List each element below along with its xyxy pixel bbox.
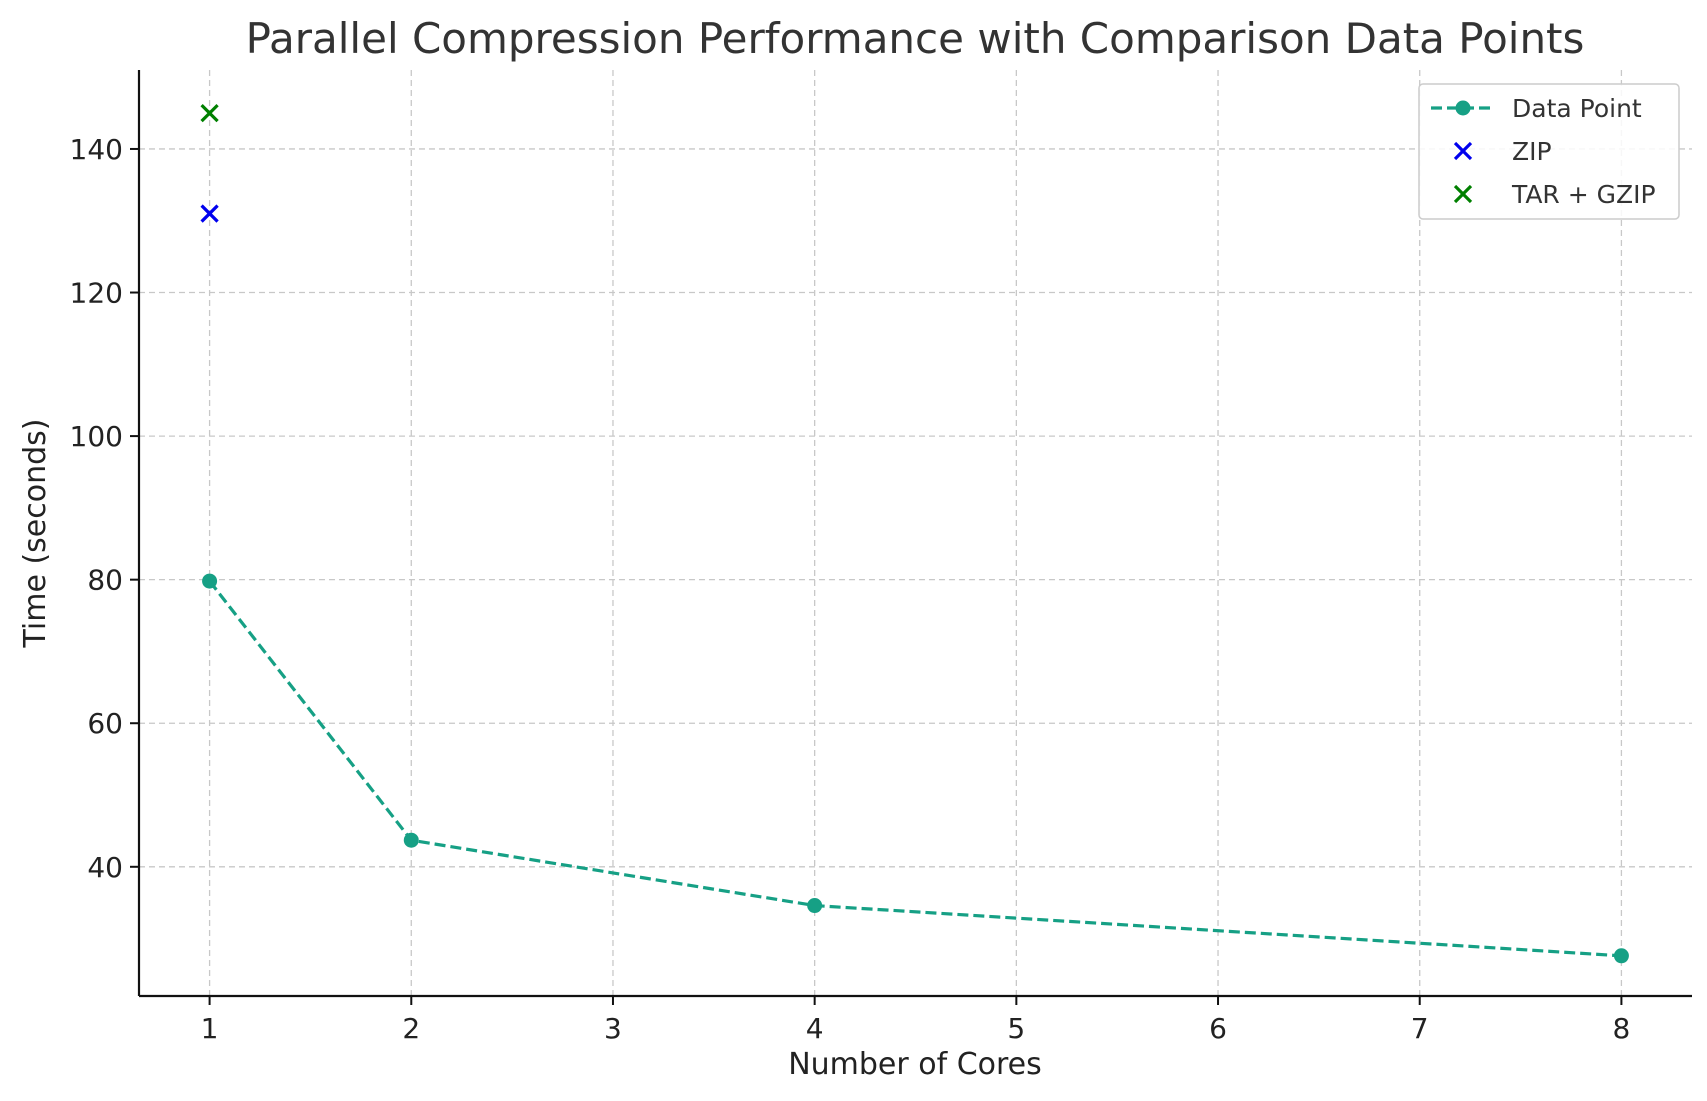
- data-point: [807, 898, 823, 914]
- y-axis-label: Time (seconds): [18, 419, 53, 649]
- x-axis-label: Number of Cores: [788, 1047, 1042, 1082]
- x-tick-label: 1: [201, 1012, 219, 1045]
- x-tick-label: 5: [1007, 1012, 1025, 1045]
- legend: Data Point ZIP TAR + GZIP: [1418, 83, 1680, 220]
- data-point: [1613, 948, 1629, 964]
- y-tick-label: 120: [70, 277, 123, 310]
- legend-label: Data Point: [1512, 94, 1642, 123]
- y-tick-label: 140: [70, 133, 123, 166]
- legend-item: ZIP: [1453, 137, 1552, 166]
- x-tick-label: 4: [806, 1012, 824, 1045]
- data-point-x: [200, 204, 219, 223]
- legend-item: Data Point: [1431, 94, 1642, 123]
- x-tick-label: 7: [1411, 1012, 1429, 1045]
- x-tick-label: 3: [604, 1012, 622, 1045]
- x-tick-label: 6: [1209, 1012, 1227, 1045]
- legend-marker: [1455, 100, 1471, 116]
- y-tick-label: 40: [87, 851, 123, 884]
- series-2: [200, 103, 219, 123]
- x-tick-label: 8: [1612, 1012, 1630, 1045]
- series-line: [208, 580, 1622, 958]
- x-tick-label: 2: [402, 1012, 420, 1045]
- series-1: [200, 204, 219, 223]
- legend-marker: [1453, 184, 1473, 204]
- data-point-x: [200, 103, 219, 123]
- y-tick-label: 100: [70, 420, 123, 453]
- chart-title: Parallel Compression Performance with Co…: [246, 14, 1585, 63]
- legend-box: [1418, 83, 1680, 220]
- data-point: [202, 573, 218, 589]
- data-point: [403, 832, 419, 848]
- legend-label: TAR + GZIP: [1511, 180, 1656, 209]
- axis-layer: 1 2 3 4 5 6 7 8 40 60 80 100 120 140: [70, 70, 1692, 1045]
- y-tick-label: 60: [87, 707, 123, 740]
- legend-label: ZIP: [1512, 137, 1552, 166]
- series-0: [202, 573, 1629, 964]
- y-tick-label: 80: [87, 564, 123, 597]
- series-layer: [200, 103, 1629, 964]
- legend-marker: [1453, 141, 1473, 161]
- legend-item: TAR + GZIP: [1453, 180, 1656, 209]
